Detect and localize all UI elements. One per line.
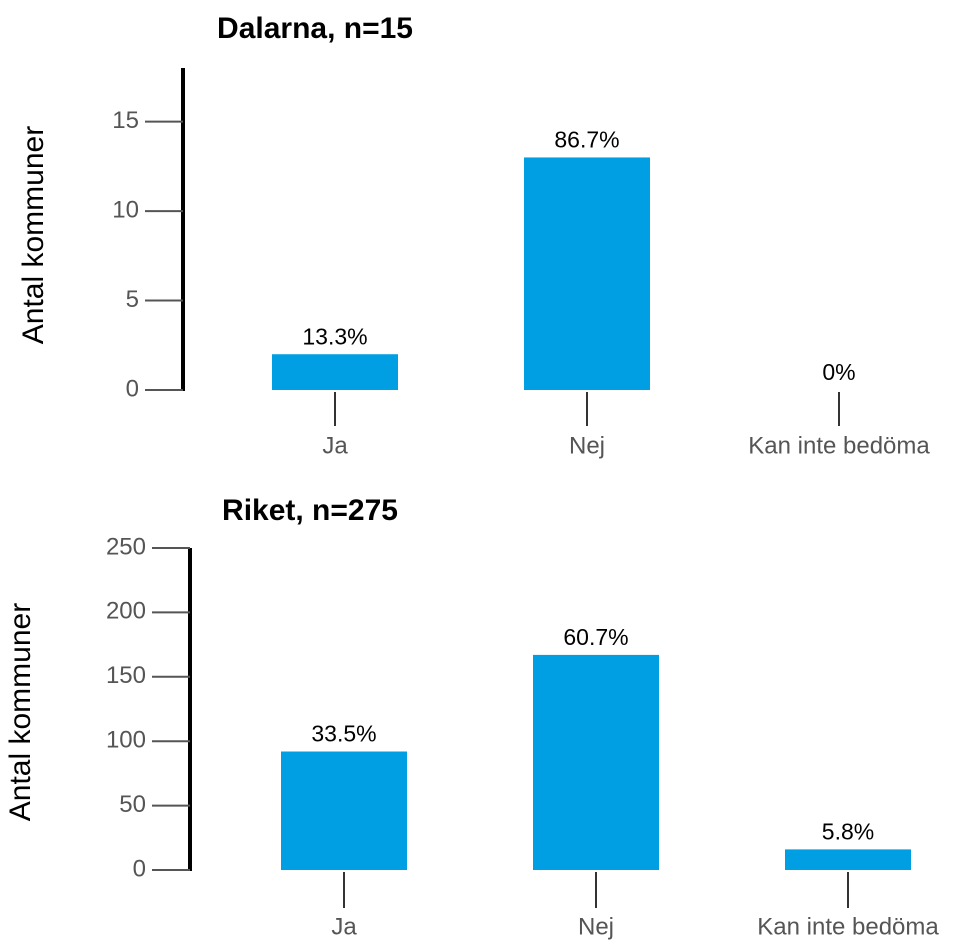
bar	[281, 751, 407, 870]
y-tick-label: 0	[126, 375, 139, 402]
x-tick-label: Kan inte bedöma	[748, 432, 930, 459]
y-tick-label: 250	[106, 533, 146, 560]
x-tick-label: Nej	[578, 913, 614, 940]
bar	[533, 654, 659, 870]
y-tick-label: 0	[133, 855, 146, 882]
y-tick-label: 5	[126, 286, 139, 313]
y-tick-label: 50	[119, 791, 146, 818]
bar	[785, 849, 911, 870]
bar-label: 86.7%	[554, 127, 619, 153]
y-tick-label: 100	[106, 727, 146, 754]
bar	[272, 354, 398, 390]
bar-label: 5.8%	[822, 818, 874, 844]
bar-label: 13.3%	[302, 323, 367, 349]
bar-label: 33.5%	[311, 721, 376, 747]
chart-title: Dalarna, n=15	[217, 12, 413, 45]
bar-label: 60.7%	[563, 624, 628, 650]
y-axis-label: Antal kommuner	[17, 126, 50, 344]
bar-label: 0%	[822, 359, 855, 385]
y-tick-label: 15	[112, 107, 139, 134]
x-tick-label: Ja	[331, 913, 357, 940]
bar	[524, 157, 650, 390]
y-tick-label: 200	[106, 598, 146, 625]
y-axis-label: Antal kommuner	[4, 603, 37, 821]
y-tick-label: 150	[106, 662, 146, 689]
x-tick-label: Nej	[569, 432, 605, 459]
y-tick-label: 10	[112, 196, 139, 223]
x-tick-label: Kan inte bedöma	[757, 913, 939, 940]
chart-title: Riket, n=275	[222, 494, 398, 527]
x-tick-label: Ja	[322, 432, 348, 459]
